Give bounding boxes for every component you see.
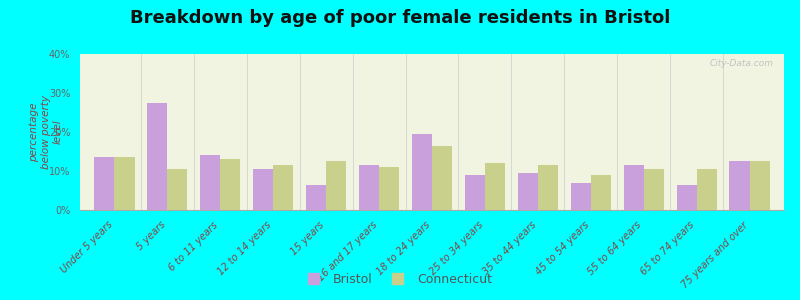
Bar bbox=[570, 183, 590, 210]
Bar bbox=[114, 157, 134, 210]
Bar bbox=[200, 155, 220, 210]
Bar bbox=[624, 165, 644, 210]
Bar bbox=[412, 134, 432, 210]
Bar bbox=[94, 157, 114, 210]
Bar bbox=[432, 146, 452, 210]
Bar bbox=[326, 161, 346, 210]
Bar bbox=[220, 159, 240, 210]
Bar bbox=[167, 169, 187, 210]
Bar bbox=[485, 163, 505, 210]
Bar bbox=[465, 175, 485, 210]
Bar bbox=[253, 169, 274, 210]
Text: City-Data.com: City-Data.com bbox=[710, 59, 774, 68]
Bar bbox=[359, 165, 379, 210]
Text: Breakdown by age of poor female residents in Bristol: Breakdown by age of poor female resident… bbox=[130, 9, 670, 27]
Bar bbox=[379, 167, 399, 210]
Bar bbox=[274, 165, 294, 210]
Bar bbox=[677, 184, 697, 210]
Bar bbox=[538, 165, 558, 210]
Bar bbox=[644, 169, 664, 210]
Legend: Bristol, Connecticut: Bristol, Connecticut bbox=[303, 268, 497, 291]
Y-axis label: percentage
below poverty
level: percentage below poverty level bbox=[30, 95, 62, 169]
Bar bbox=[518, 173, 538, 210]
Bar bbox=[590, 175, 611, 210]
Bar bbox=[730, 161, 750, 210]
Bar bbox=[697, 169, 717, 210]
Bar bbox=[750, 161, 770, 210]
Bar bbox=[306, 184, 326, 210]
Bar bbox=[147, 103, 167, 210]
